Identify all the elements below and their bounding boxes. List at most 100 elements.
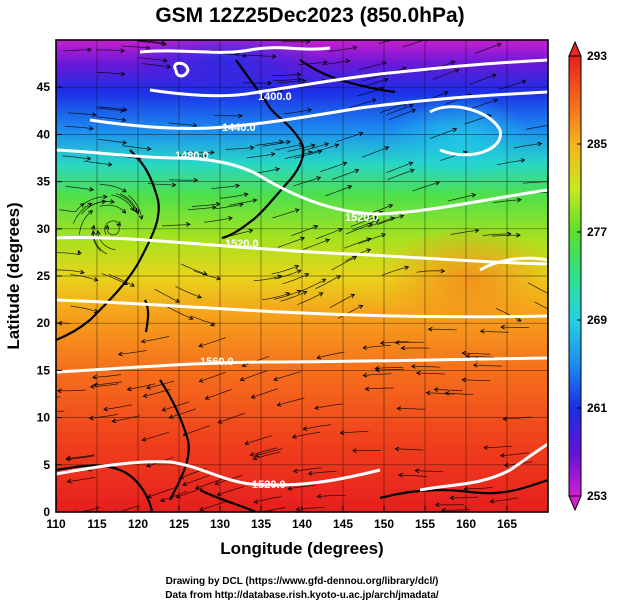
- streamline: [242, 82, 271, 84]
- wind-arrowhead: [313, 225, 319, 230]
- streamline: [217, 486, 245, 496]
- wind-arrowhead: [270, 152, 276, 157]
- wind-arrowhead: [450, 60, 456, 65]
- x-tick-label: 150: [374, 517, 394, 531]
- streamline: [96, 107, 125, 112]
- streamline: [329, 294, 355, 309]
- streamline: [300, 278, 326, 292]
- wind-arrowhead: [249, 145, 255, 151]
- streamline: [79, 210, 93, 235]
- wind-arrowhead: [472, 362, 478, 368]
- wind-arrowhead: [379, 340, 385, 346]
- wind-arrowhead: [129, 206, 135, 212]
- wind-arrowhead: [556, 312, 560, 315]
- streamline: [121, 45, 150, 49]
- streamline: [352, 219, 380, 230]
- streamline: [67, 112, 96, 116]
- streamline: [92, 374, 121, 378]
- height-contour-line: [139, 46, 331, 54]
- streamline: [94, 381, 122, 386]
- wind-arrowhead: [275, 167, 281, 172]
- wind-arrowhead: [252, 198, 258, 203]
- streamline: [426, 392, 455, 395]
- colorbar: 293 285 277 269 261 253: [568, 40, 607, 512]
- wind-arrowhead: [171, 182, 177, 188]
- streamline: [315, 228, 343, 240]
- streamline: [175, 285, 202, 298]
- y-tick-label: 40: [37, 127, 51, 141]
- streamline: [56, 250, 81, 256]
- wind-arrowhead: [146, 462, 151, 468]
- streamline: [513, 143, 542, 149]
- wind-arrowhead: [301, 78, 307, 84]
- contour-label: 1520.0: [225, 238, 259, 250]
- streamline: [262, 292, 290, 301]
- x-axis: 110 115 120 125 130 135 140 145 150 155 160 165: [46, 506, 517, 531]
- wind-arrowhead: [549, 293, 553, 297]
- wind-arrowhead: [415, 370, 421, 376]
- streamline: [387, 169, 414, 180]
- wind-arrowhead: [199, 506, 205, 512]
- wind-arrowhead: [318, 292, 324, 297]
- streamline: [67, 476, 96, 482]
- streamline: [395, 448, 424, 451]
- streamline: [480, 330, 509, 333]
- x-tick-label: 155: [415, 517, 435, 531]
- height-contours: [56, 46, 548, 492]
- height-contour-line: [56, 356, 548, 374]
- figure-title: GSM 12Z25Dec2023 (850.0hPa): [155, 4, 464, 27]
- streamline: [62, 49, 91, 52]
- wind-arrowhead: [388, 204, 394, 209]
- colorbar-tick-label: 277: [587, 225, 607, 239]
- wind-arrowhead: [352, 45, 358, 51]
- credit-data-source: Data from http://database.rish.kyoto-u.a…: [165, 590, 439, 601]
- wind-arrowhead: [449, 495, 455, 501]
- wind-arrowhead: [140, 338, 146, 344]
- streamline: [291, 225, 318, 237]
- colorbar-under-arrow: [568, 495, 582, 512]
- wind-arrowhead: [292, 468, 298, 474]
- wind-arrowhead: [372, 215, 378, 220]
- streamline: [495, 307, 522, 322]
- wind-arrowhead: [454, 68, 460, 73]
- x-tick-label: 145: [333, 517, 353, 531]
- streamline: [388, 109, 416, 120]
- height-contour-line: [89, 90, 548, 131]
- wind-arrowhead: [444, 391, 450, 396]
- wind-arrowhead: [364, 386, 370, 392]
- wind-arrowhead: [425, 390, 431, 396]
- wind-arrowhead: [294, 208, 300, 213]
- wind-arrowhead: [126, 386, 132, 392]
- wind-arrowhead: [30, 502, 34, 506]
- streamline: [191, 203, 220, 207]
- streamline: [450, 229, 479, 235]
- y-tick-label: 10: [37, 411, 51, 425]
- wind-arrowhead: [384, 146, 390, 151]
- streamline: [365, 387, 394, 390]
- streamline: [81, 201, 106, 215]
- wind-arrowhead: [273, 376, 279, 382]
- wind-arrowhead: [79, 269, 85, 275]
- streamline: [122, 145, 151, 150]
- wind-arrowhead: [121, 188, 127, 193]
- wind-arrowhead: [394, 340, 400, 345]
- wind-arrowhead: [89, 187, 95, 192]
- y-tick-label: 30: [37, 222, 51, 236]
- streamline: [272, 73, 301, 76]
- streamline: [280, 291, 307, 302]
- wind-arrowhead: [120, 108, 125, 113]
- wind-arrowhead: [517, 197, 522, 203]
- streamline: [98, 139, 127, 144]
- wind-arrowhead: [537, 141, 543, 147]
- streamline: [250, 447, 278, 456]
- streamline: [324, 185, 352, 197]
- wind-arrowhead: [198, 378, 204, 383]
- wind-arrowhead: [499, 453, 505, 458]
- wind-arrowhead: [483, 445, 488, 450]
- wind-arrowhead: [210, 150, 215, 155]
- streamline: [271, 265, 299, 275]
- streamline: [473, 364, 502, 367]
- wind-arrowhead: [452, 127, 458, 133]
- streamline: [127, 383, 156, 390]
